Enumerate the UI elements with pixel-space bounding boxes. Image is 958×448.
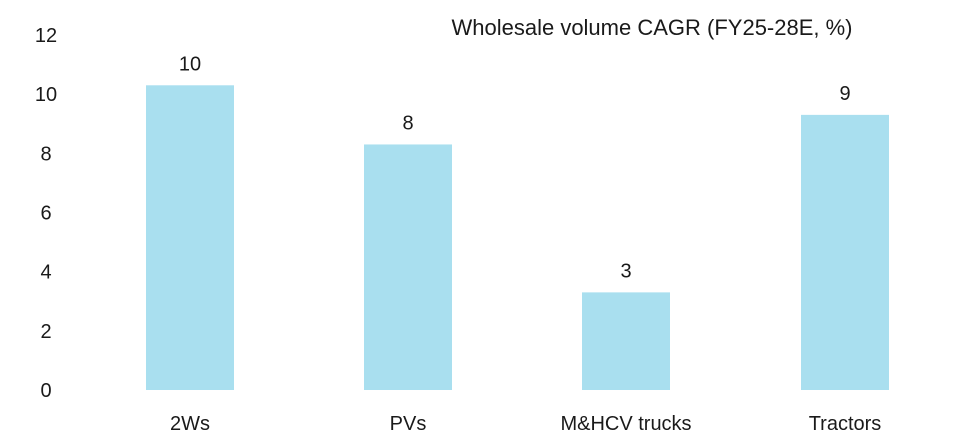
bar: [582, 292, 670, 390]
y-tick-label: 8: [40, 143, 51, 165]
bars: [146, 85, 889, 391]
bar: [364, 144, 452, 390]
y-tick-label: 6: [40, 203, 51, 225]
data-label: 3: [620, 260, 631, 282]
data-label: 9: [839, 83, 850, 105]
x-axis: 2Ws PVs M&HCV trucks Tractors: [170, 413, 881, 435]
y-tick-label: 2: [40, 321, 51, 343]
chart-title: Wholesale volume CAGR (FY25-28E, %): [451, 15, 852, 40]
y-tick-label: 10: [35, 84, 57, 106]
bar: [146, 85, 234, 391]
bar: [801, 114, 889, 390]
y-axis: 0 2 4 6 8 10 12: [35, 25, 57, 402]
data-label: 8: [402, 112, 413, 134]
x-category-label: Tractors: [809, 413, 882, 435]
x-category-label: 2Ws: [170, 413, 210, 435]
data-labels: 10 8 3 9: [179, 53, 851, 282]
y-tick-label: 12: [35, 25, 57, 47]
y-tick-label: 4: [40, 262, 51, 284]
y-tick-label: 0: [40, 380, 51, 402]
x-category-label: M&HCV trucks: [560, 413, 691, 435]
x-category-label: PVs: [390, 413, 427, 435]
data-label: 10: [179, 53, 201, 75]
